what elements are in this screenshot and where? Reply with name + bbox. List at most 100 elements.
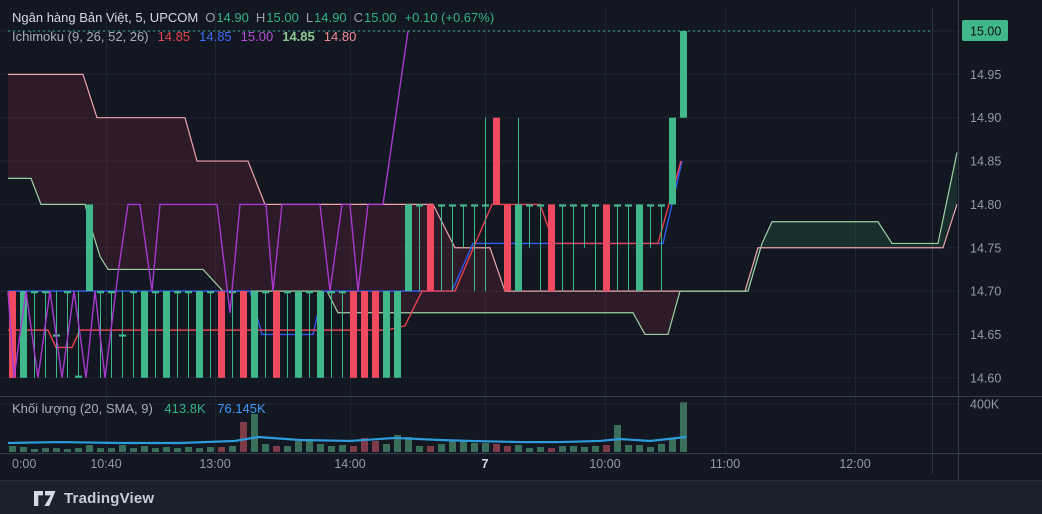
candle-body <box>581 204 588 207</box>
candle-body <box>108 291 115 294</box>
candle-body <box>262 291 269 294</box>
candle-body <box>350 291 357 378</box>
volume-bar <box>394 434 401 452</box>
candle-body <box>141 291 148 378</box>
volume-bar <box>328 446 335 452</box>
volume-pane <box>7 402 687 452</box>
svg-text:0:00: 0:00 <box>12 457 36 471</box>
candle-body <box>559 204 566 207</box>
footer-bar: TradingView <box>0 480 1042 514</box>
svg-text:12:00: 12:00 <box>839 457 870 471</box>
volume-bar <box>416 446 423 452</box>
svg-text:14.70: 14.70 <box>970 285 1001 299</box>
candle-body <box>196 291 203 378</box>
chart-area: 15.00 14.95 14.90 14.85 14.80 14.75 14.70 14.65… <box>0 0 1042 480</box>
volume-bar <box>361 437 368 452</box>
volume-bar <box>548 448 555 452</box>
volume-bar <box>460 440 467 452</box>
svg-text:10:40: 10:40 <box>90 457 121 471</box>
candle-body <box>306 291 313 294</box>
volume-bar <box>152 448 159 452</box>
volume-bar <box>427 446 434 452</box>
volume-bar <box>130 448 137 452</box>
svg-text:14.90: 14.90 <box>970 111 1001 125</box>
volume-bar <box>306 440 313 452</box>
volume-bar <box>64 449 71 452</box>
candle-body <box>9 291 16 378</box>
volume-bar <box>669 439 676 452</box>
candle-body <box>669 117 676 205</box>
svg-text:10:00: 10:00 <box>589 457 620 471</box>
volume-bar <box>284 446 291 452</box>
candle-body <box>130 291 137 294</box>
volume-sma-value: 76.145K <box>217 401 266 416</box>
candle-body <box>460 204 467 207</box>
candle-body <box>218 291 225 378</box>
candle-body <box>328 291 335 294</box>
volume-bar <box>350 446 357 452</box>
volume-bar <box>262 443 269 452</box>
candle-body <box>614 204 621 207</box>
volume-bar <box>31 449 38 452</box>
volume-bar <box>119 445 126 452</box>
volume-bar <box>592 446 599 452</box>
time-axis[interactable]: 0:00 10:40 13:00 14:00 7 10:00 11:00 12:00 <box>12 457 871 471</box>
candle-body <box>427 204 434 292</box>
pane-borders <box>0 0 1042 480</box>
volume-bar <box>581 446 588 452</box>
candle-body <box>152 291 159 294</box>
candle-body <box>185 291 192 294</box>
volume-bar <box>438 443 445 452</box>
candle-body <box>592 204 599 207</box>
candle-body <box>438 204 445 207</box>
candle-body <box>471 204 478 207</box>
volume-value: 413.8K <box>164 401 206 416</box>
svg-text:14.80: 14.80 <box>970 198 1001 212</box>
volume-sma-line <box>7 435 687 445</box>
candle-body <box>163 291 170 378</box>
candle-body <box>64 291 71 294</box>
candle-body <box>625 204 632 207</box>
candle-body <box>449 204 456 207</box>
volume-bar <box>603 445 610 452</box>
svg-text:400K: 400K <box>970 398 1000 412</box>
candle-body <box>636 204 643 292</box>
volume-bar <box>141 446 148 452</box>
volume-bar <box>493 443 500 452</box>
volume-bar <box>658 443 665 452</box>
svg-text:14.85: 14.85 <box>970 155 1001 169</box>
candle-body <box>273 291 280 378</box>
candle-body <box>394 291 401 378</box>
tradingview-logo-icon[interactable] <box>34 490 56 506</box>
volume-bar <box>372 440 379 452</box>
candle-body <box>42 291 49 294</box>
candle-body <box>295 291 302 378</box>
volume-bar <box>680 402 687 452</box>
volume-bar <box>526 448 533 452</box>
volume-label[interactable]: Khối lượng (20, SMA, 9) <box>12 401 153 416</box>
volume-bar <box>185 446 192 452</box>
candle-body <box>20 291 27 378</box>
candle-body <box>416 204 423 207</box>
volume-bar <box>471 443 478 452</box>
volume-bar <box>570 446 577 452</box>
price-axis[interactable]: 15.00 14.95 14.90 14.85 14.80 14.75 14.70 14.65… <box>962 20 1008 412</box>
candle-body <box>482 204 489 207</box>
volume-bar <box>97 448 104 452</box>
volume-bar <box>449 440 456 452</box>
volume-bar <box>515 445 522 452</box>
candle-body <box>680 31 687 118</box>
chart-canvas[interactable]: 15.00 14.95 14.90 14.85 14.80 14.75 14.70 14.65… <box>0 0 1042 480</box>
volume-bar <box>559 446 566 452</box>
candle-body <box>119 334 126 337</box>
svg-text:15.00: 15.00 <box>970 25 1001 39</box>
volume-bar <box>207 446 214 452</box>
volume-bar <box>9 446 16 452</box>
candle-body <box>493 117 500 205</box>
volume-bar <box>229 446 236 452</box>
candle-body <box>31 291 38 294</box>
volume-bar <box>196 448 203 452</box>
svg-text:14.95: 14.95 <box>970 68 1001 82</box>
volume-bar <box>482 443 489 452</box>
candle-body <box>658 204 665 207</box>
